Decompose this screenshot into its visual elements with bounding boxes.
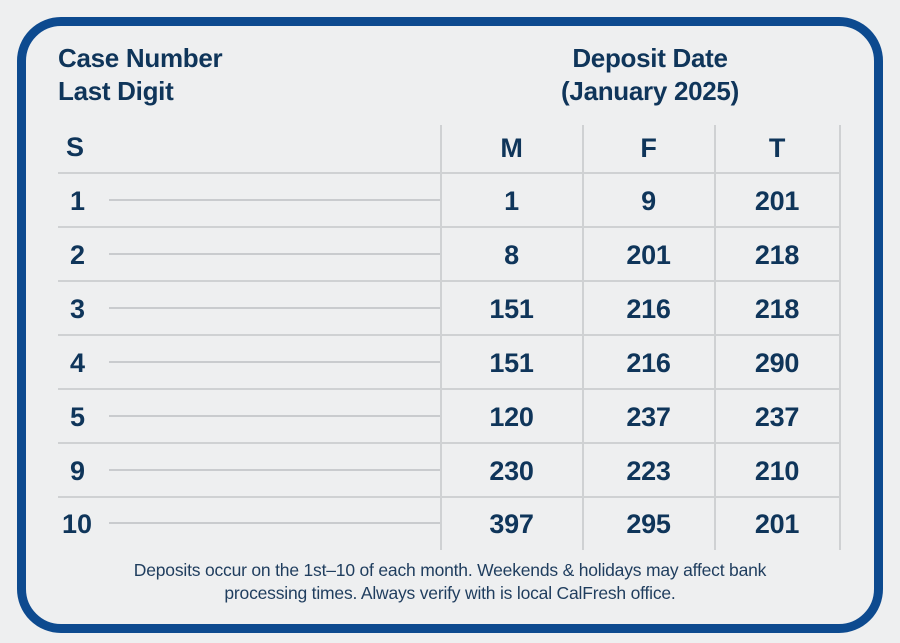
- row-guide-line: [109, 415, 440, 417]
- row-guide-line: [109, 253, 440, 255]
- row-digit: 9: [70, 456, 86, 486]
- grid-divider: [58, 334, 841, 336]
- grid-divider: [58, 496, 841, 498]
- footer-note: Deposits occur on the 1st–10 of each mon…: [60, 559, 840, 605]
- cell-f: 201: [626, 240, 671, 270]
- cell-t: 201: [754, 509, 800, 539]
- footer-note-line1: Deposits occur on the 1st–10 of each mon…: [133, 560, 767, 580]
- cell-m: 1: [504, 186, 519, 216]
- cell-m: 151: [489, 348, 534, 378]
- cell-f: 223: [626, 456, 671, 486]
- grid-divider: [58, 172, 841, 174]
- cell-t: 210: [754, 456, 800, 486]
- grid-divider: [58, 388, 841, 390]
- cell-m: 230: [489, 456, 534, 486]
- grid-divider: [58, 226, 841, 228]
- case-number-title: Case Number: [58, 43, 223, 73]
- cell-t: 201: [754, 186, 800, 216]
- column-header-f: F: [640, 133, 657, 163]
- footer-note-line2: processing times. Always verify with is …: [224, 583, 676, 603]
- row-digit: 1: [70, 186, 86, 216]
- grid-divider: [58, 280, 841, 282]
- row-digit: 5: [70, 402, 86, 432]
- cell-m: 120: [489, 402, 534, 432]
- cell-t: 218: [754, 294, 800, 324]
- deposit-schedule-card: [17, 17, 883, 633]
- case-number-header: Case Number Last Digit: [58, 42, 223, 108]
- cell-f: 216: [626, 294, 671, 324]
- grid-divider: [58, 442, 841, 444]
- cell-m: 8: [504, 240, 519, 270]
- grid-divider: [839, 125, 841, 550]
- cell-f: 237: [626, 402, 671, 432]
- deposit-date-header: Deposit Date (January 2025): [500, 42, 800, 108]
- row-digit: 3: [70, 294, 86, 324]
- deposit-date-title: Deposit Date: [572, 43, 728, 73]
- row-guide-line: [109, 307, 440, 309]
- row-guide-line: [109, 522, 440, 524]
- row-digit: 10: [62, 509, 93, 539]
- row-guide-line: [109, 469, 440, 471]
- row-guide-line: [109, 361, 440, 363]
- grid-divider: [582, 125, 584, 550]
- row-digit: 4: [70, 348, 86, 378]
- cell-f: 295: [626, 509, 671, 539]
- cell-t: 237: [754, 402, 800, 432]
- grid-divider: [714, 125, 716, 550]
- cell-m: 151: [489, 294, 534, 324]
- grid-divider: [440, 125, 442, 550]
- cell-t: 218: [754, 240, 800, 270]
- deposit-month-title: (January 2025): [561, 76, 739, 106]
- row-digit: 2: [70, 240, 86, 270]
- last-digit-title: Last Digit: [58, 76, 174, 106]
- column-header-m: M: [500, 133, 523, 163]
- column-header-s: S: [66, 132, 85, 162]
- column-header-t: T: [768, 133, 786, 163]
- cell-m: 397: [489, 509, 534, 539]
- cell-f: 9: [641, 186, 656, 216]
- row-guide-line: [109, 199, 440, 201]
- cell-t: 290: [754, 348, 800, 378]
- cell-f: 216: [626, 348, 671, 378]
